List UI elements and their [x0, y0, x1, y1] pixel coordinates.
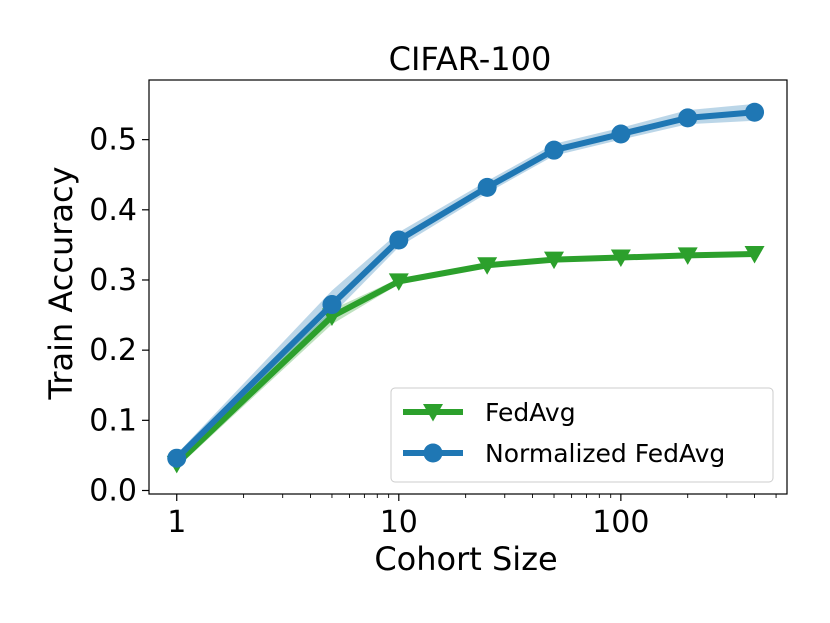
legend-marker-normalized-fedavg [423, 443, 443, 463]
y-tick-label: 0.4 [89, 193, 137, 228]
plot-frame [148, 79, 788, 495]
point-normalized-fedavg [389, 230, 409, 250]
point-fedavg [477, 257, 498, 275]
y-tick-label: 0.3 [89, 263, 137, 298]
point-fedavg [744, 246, 765, 264]
y-tick-label: 0.0 [89, 473, 137, 508]
x-axis-title: Cohort Size [374, 540, 557, 578]
x-tick-label: 100 [592, 505, 649, 540]
x-tick-label: 10 [380, 505, 418, 540]
point-normalized-fedavg [745, 102, 765, 122]
legend: FedAvg Normalized FedAvg [390, 387, 774, 483]
point-fedavg [544, 251, 565, 270]
point-fedavg [610, 249, 631, 268]
y-tick-label: 0.5 [89, 123, 137, 158]
point-normalized-fedavg [167, 448, 187, 468]
chart-title: CIFAR-100 [389, 40, 552, 78]
legend-box [390, 387, 774, 483]
line-fedavg [173, 251, 758, 467]
point-fedavg [388, 273, 409, 291]
x-tick-label: 1 [167, 505, 186, 540]
y-tick-label: 0.2 [89, 333, 137, 368]
point-normalized-fedavg [678, 108, 698, 128]
point-normalized-fedavg [611, 124, 631, 144]
point-normalized-fedavg [544, 140, 564, 160]
y-axis-title: Train Accuracy [42, 166, 80, 400]
axis-ticks: 1 10 100 0.0 0.1 0.2 0.3 0.4 0.5 [89, 123, 777, 540]
point-normalized-fedavg [322, 295, 342, 315]
legend-marker-fedavg [423, 404, 443, 422]
point-fedavg [677, 247, 698, 265]
legend-label-fedavg: FedAvg [485, 398, 576, 427]
line-normalized-fedavg [173, 109, 758, 462]
band-fedavg [176, 252, 755, 469]
legend-label-normalized-fedavg: Normalized FedAvg [485, 439, 725, 468]
point-normalized-fedavg [477, 177, 497, 197]
y-tick-label: 0.1 [89, 403, 137, 438]
plot-area [166, 102, 765, 474]
